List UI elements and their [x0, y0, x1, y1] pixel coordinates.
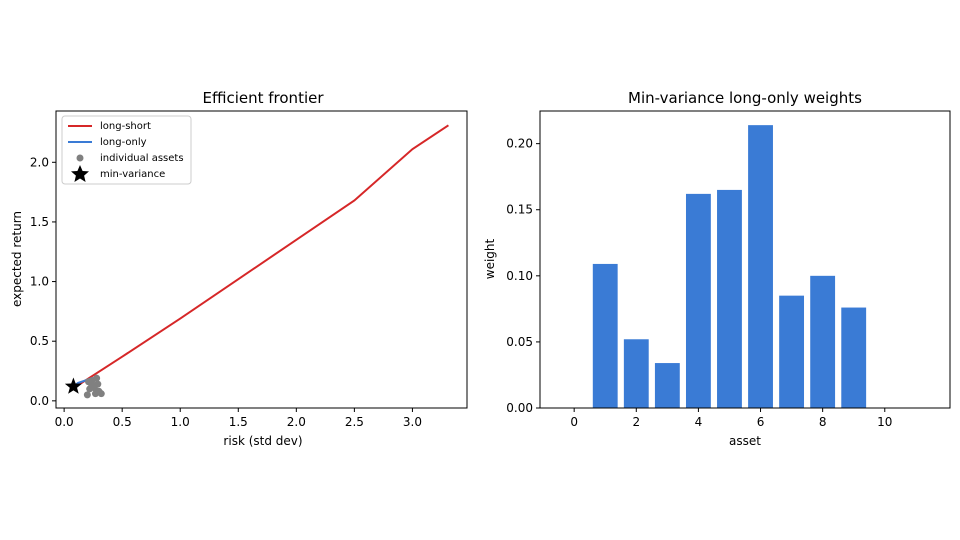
efficient-frontier-legend: long-short long-only individual assets m… — [61, 115, 192, 185]
efficient-frontier-axes-frame — [55, 110, 468, 409]
weights-y-ticks: 0.00 0.05 0.10 0.15 0.20 — [506, 137, 540, 415]
weights-x-ticks: 0 2 4 6 8 10 — [570, 408, 892, 429]
weight-bar — [685, 193, 711, 408]
efficient-frontier-y-label: expected return — [10, 211, 24, 307]
weight-bar — [779, 295, 805, 408]
weights-x-tick-label: 0 — [570, 415, 578, 429]
efficient-frontier-x-tick-label: 0.0 — [55, 415, 74, 429]
weights-x-tick-label: 10 — [877, 415, 892, 429]
efficient-frontier-chart: Efficient frontier 0.0 0.5 1.0 1.5 2.0 2.5 3.0… — [10, 89, 468, 448]
weights-title: Min-variance long-only weights — [628, 89, 862, 107]
weights-y-tick-label: 0.10 — [506, 269, 533, 283]
efficient-frontier-y-tick-label: 1.0 — [30, 275, 49, 289]
efficient-frontier-title: Efficient frontier — [202, 89, 324, 107]
efficient-frontier-y-tick-label: 0.5 — [30, 334, 49, 348]
legend-min-variance-label: min-variance — [100, 169, 165, 180]
legend-box — [61, 115, 192, 185]
efficient-frontier-y-tick-label: 1.5 — [30, 215, 49, 229]
weights-y-tick-label: 0.00 — [506, 401, 533, 415]
efficient-frontier-y-tick-label: 0.0 — [30, 394, 49, 408]
weight-bar — [810, 275, 836, 408]
weight-bar — [748, 125, 773, 409]
weights-x-tick-label: 8 — [819, 415, 827, 429]
series-long-short-line — [73, 124, 449, 388]
efficient-frontier-x-tick-label: 3.0 — [403, 415, 422, 429]
legend-individual-assets-swatch — [76, 154, 84, 162]
asset-point — [97, 390, 105, 398]
weights-x-label: asset — [729, 434, 761, 448]
asset-point — [83, 391, 91, 399]
legend-long-short-label: long-short — [100, 121, 151, 132]
efficient-frontier-x-label: risk (std dev) — [223, 434, 302, 448]
efficient-frontier-y-tick-label: 2.0 — [30, 155, 49, 169]
efficient-frontier-x-tick-label: 1.0 — [171, 415, 190, 429]
efficient-frontier-x-ticks: 0.0 0.5 1.0 1.5 2.0 2.5 3.0 — [55, 408, 422, 429]
asset-point — [88, 377, 96, 385]
legend-long-only-label: long-only — [100, 137, 147, 148]
weight-bar — [654, 363, 680, 408]
weight-bar — [623, 339, 649, 408]
weights-plot-area — [592, 125, 867, 409]
efficient-frontier-x-tick-label: 0.5 — [113, 415, 132, 429]
weights-x-tick-label: 4 — [695, 415, 703, 429]
asset-point — [94, 380, 102, 388]
weights-y-tick-label: 0.15 — [506, 203, 533, 217]
efficient-frontier-x-tick-label: 1.5 — [229, 415, 248, 429]
weights-y-tick-label: 0.05 — [506, 335, 533, 349]
efficient-frontier-y-ticks: 0.0 0.5 1.0 1.5 2.0 — [30, 155, 56, 408]
weights-chart: Min-variance long-only weights 0 2 4 6 8 10 0… — [483, 89, 951, 448]
weights-y-label: weight — [483, 238, 497, 279]
weights-y-tick-label: 0.20 — [506, 137, 533, 151]
weight-bar — [841, 307, 867, 408]
weight-bar — [592, 263, 618, 408]
min-variance-star-marker — [64, 377, 82, 394]
weights-axes-frame — [539, 110, 951, 409]
legend-min-variance-swatch — [71, 165, 89, 182]
weights-x-tick-label: 6 — [757, 415, 765, 429]
efficient-frontier-x-tick-label: 2.0 — [287, 415, 306, 429]
weight-bar — [717, 189, 742, 408]
efficient-frontier-x-tick-label: 2.5 — [345, 415, 364, 429]
asset-point — [91, 390, 99, 398]
legend-individual-assets-label: individual assets — [100, 153, 184, 164]
efficient-frontier-plot-area — [64, 124, 449, 399]
weights-x-tick-label: 2 — [632, 415, 640, 429]
